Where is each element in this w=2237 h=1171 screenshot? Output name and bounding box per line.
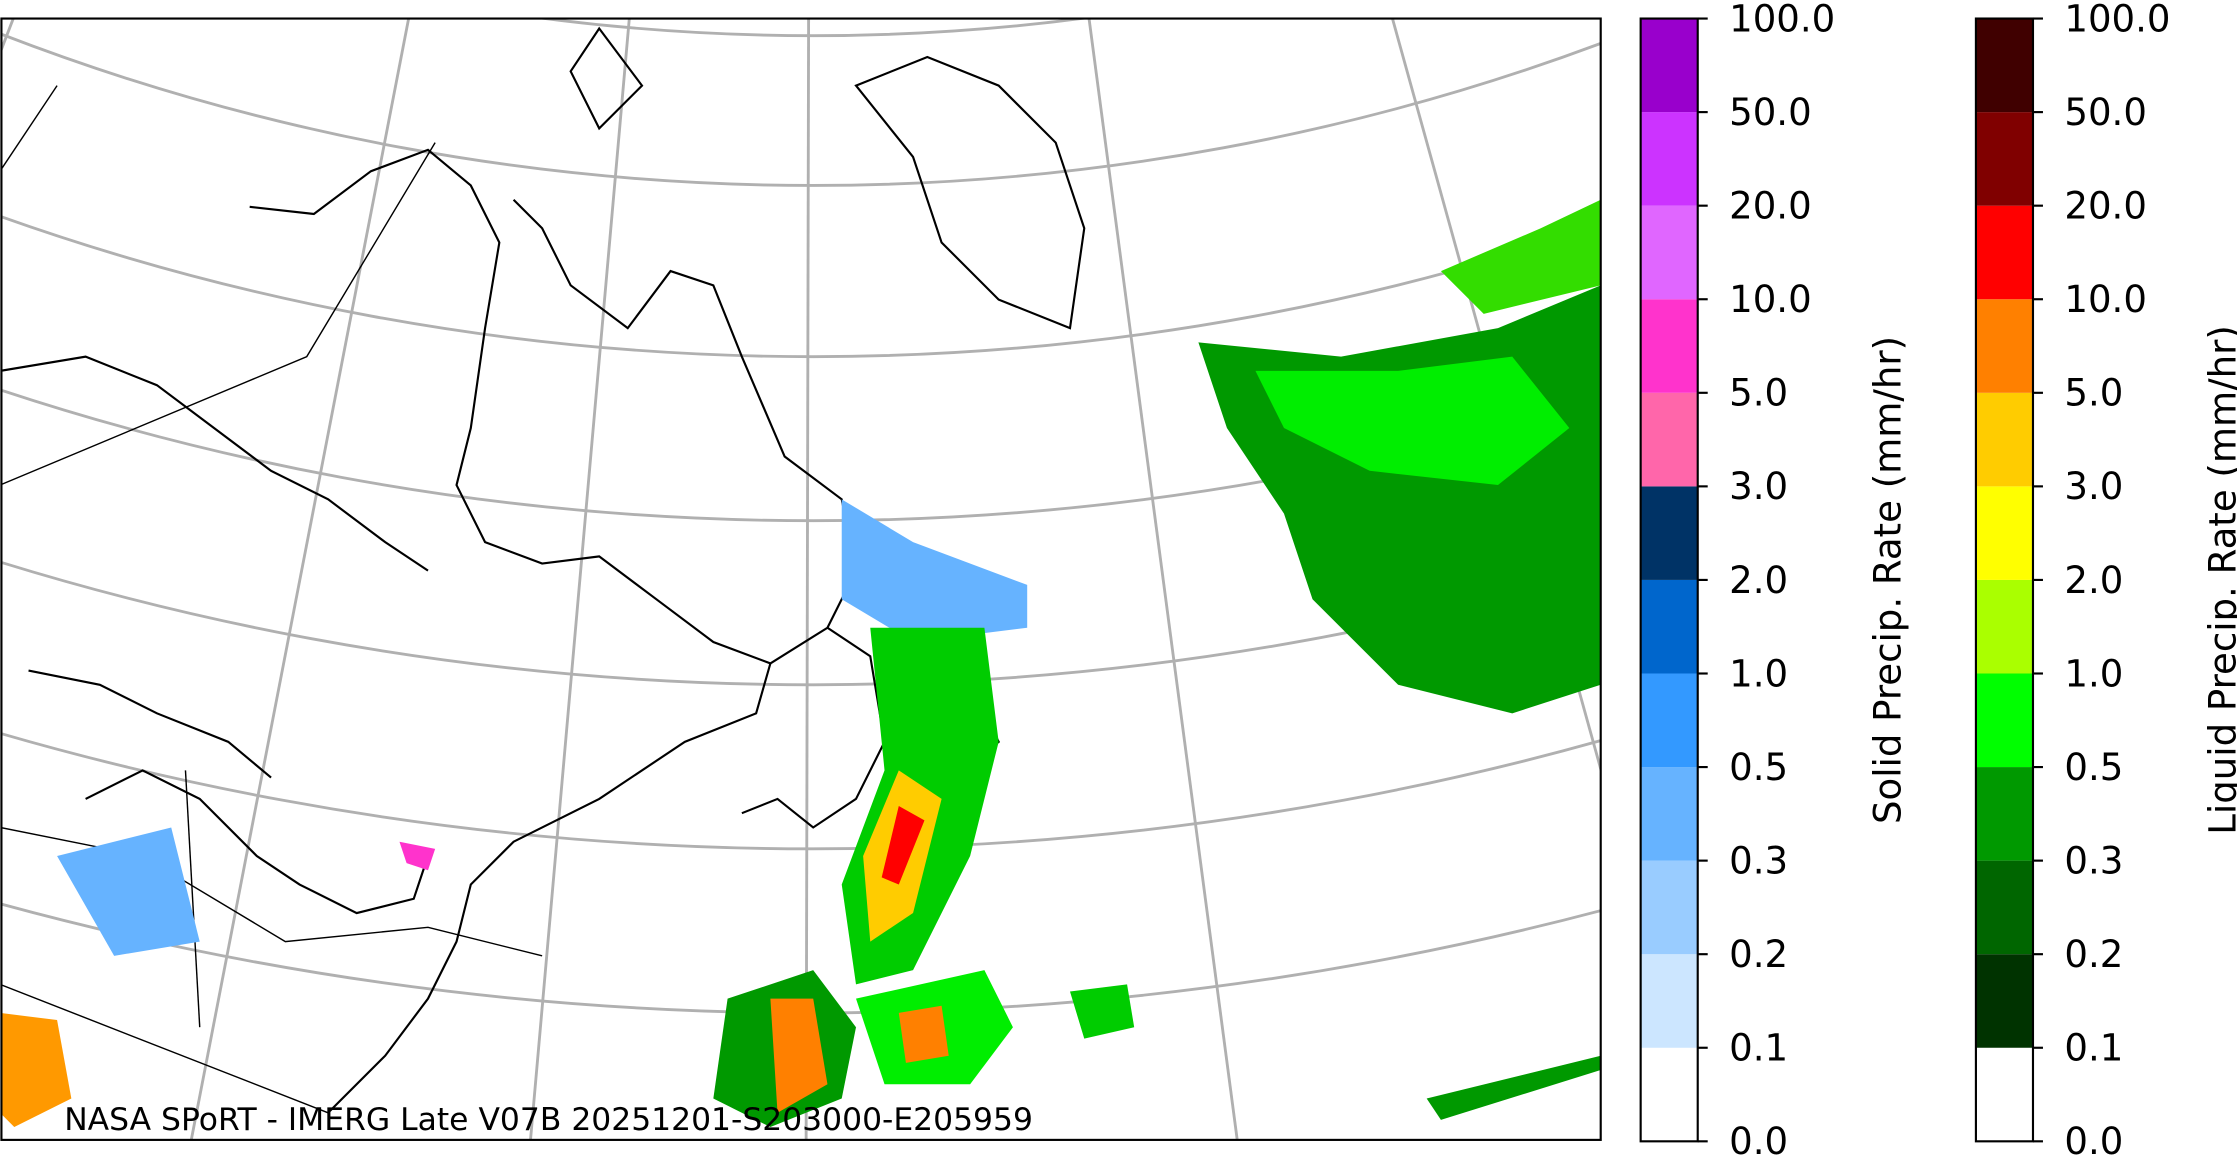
tick-label: 1.0 [1729, 652, 1788, 695]
tick-label: 5.0 [2064, 372, 2123, 415]
color-band [1975, 112, 2033, 206]
tick-label: 3.0 [2064, 465, 2123, 508]
color-band [1975, 18, 2033, 113]
tick-label: 0.1 [2064, 1027, 2123, 1070]
tick-label: 0.3 [2064, 839, 2123, 882]
tick-label: 100.0 [1729, 0, 1835, 40]
tick-label: 50.0 [2064, 91, 2147, 134]
color-band [1975, 579, 2033, 674]
color-band [1640, 954, 1698, 1048]
color-band [1640, 486, 1698, 580]
tick-label: 0.2 [2064, 933, 2123, 976]
tick-label: 10.0 [2064, 278, 2147, 321]
tick-label: 0.5 [2064, 746, 2123, 789]
tick-label: 20.0 [2064, 185, 2147, 228]
color-band [1975, 954, 2033, 1048]
tick-label: 0.0 [2064, 1120, 2123, 1163]
color-band [1975, 486, 2033, 580]
color-band [1975, 299, 2033, 393]
tick-label: 3.0 [1729, 465, 1788, 508]
color-band [1640, 1047, 1698, 1142]
color-band [1975, 392, 2033, 487]
map-frame [0, 17, 1602, 1141]
borders [1, 85, 543, 1114]
tick-label: 0.2 [1729, 933, 1788, 976]
colorbar-label: Solid Precip. Rate (mm/hr) [1866, 336, 1909, 824]
tick-label: 10.0 [1729, 278, 1812, 321]
tick-label: 1.0 [2064, 652, 2123, 695]
color-band [1975, 205, 2033, 300]
tick-label: 0.1 [1729, 1027, 1788, 1070]
tick-label: 0.0 [1729, 1120, 1788, 1163]
color-band [1640, 18, 1698, 113]
colorbar-label: Liquid Precip. Rate (mm/hr) [2202, 325, 2237, 835]
color-band [1975, 1047, 2033, 1142]
color-band [1640, 112, 1698, 206]
tick-label: 0.5 [1729, 746, 1788, 789]
tick-label: 50.0 [1729, 91, 1812, 134]
tick-label: 100.0 [2064, 0, 2170, 40]
color-band [1975, 767, 2033, 861]
tick-label: 5.0 [1729, 372, 1788, 415]
precipitation [1, 199, 1601, 1128]
tick-label: 2.0 [1729, 559, 1788, 602]
color-band [1640, 299, 1698, 393]
color-band [1975, 673, 2033, 768]
color-band [1640, 860, 1698, 955]
tick-label: 2.0 [2064, 559, 2123, 602]
color-band [1975, 860, 2033, 955]
caption: NASA SPoRT - IMERG Late V07B 20251201-S2… [64, 1102, 1033, 1138]
color-band [1640, 205, 1698, 300]
color-band [1640, 673, 1698, 768]
tick-label: 20.0 [1729, 185, 1812, 228]
color-band [1640, 579, 1698, 674]
color-band [1640, 392, 1698, 487]
color-band [1640, 767, 1698, 861]
tick-label: 0.3 [1729, 839, 1788, 882]
